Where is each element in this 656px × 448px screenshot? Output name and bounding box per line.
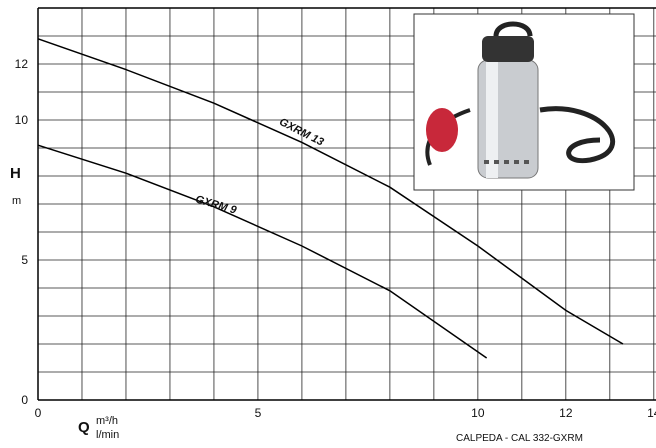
x-unit-2: l/min	[96, 429, 119, 441]
x-tick-label: 14	[647, 406, 656, 420]
y-tick-label: 12	[15, 57, 29, 71]
series-label: GXRM 9	[194, 194, 239, 217]
y-tick-label: 5	[21, 253, 28, 267]
y-tick-label: 10	[15, 113, 29, 127]
y-label: H	[10, 165, 21, 182]
x-label: Q	[78, 419, 90, 436]
product-photo	[413, 13, 635, 191]
line	[37, 38, 624, 345]
series-label: GXRM 13	[277, 116, 325, 149]
x-tick-label: 12	[559, 406, 573, 420]
footer: CALPEDA - CAL 332-GXRM	[456, 433, 583, 443]
y-unit: m	[12, 195, 21, 207]
line	[37, 144, 488, 359]
y-tick-label: 0	[21, 393, 28, 407]
x-tick-label: 5	[255, 406, 262, 420]
x-tick-label: 10	[471, 406, 485, 420]
x-tick-label: 0	[35, 406, 42, 420]
x-unit: m³/h	[96, 415, 118, 427]
